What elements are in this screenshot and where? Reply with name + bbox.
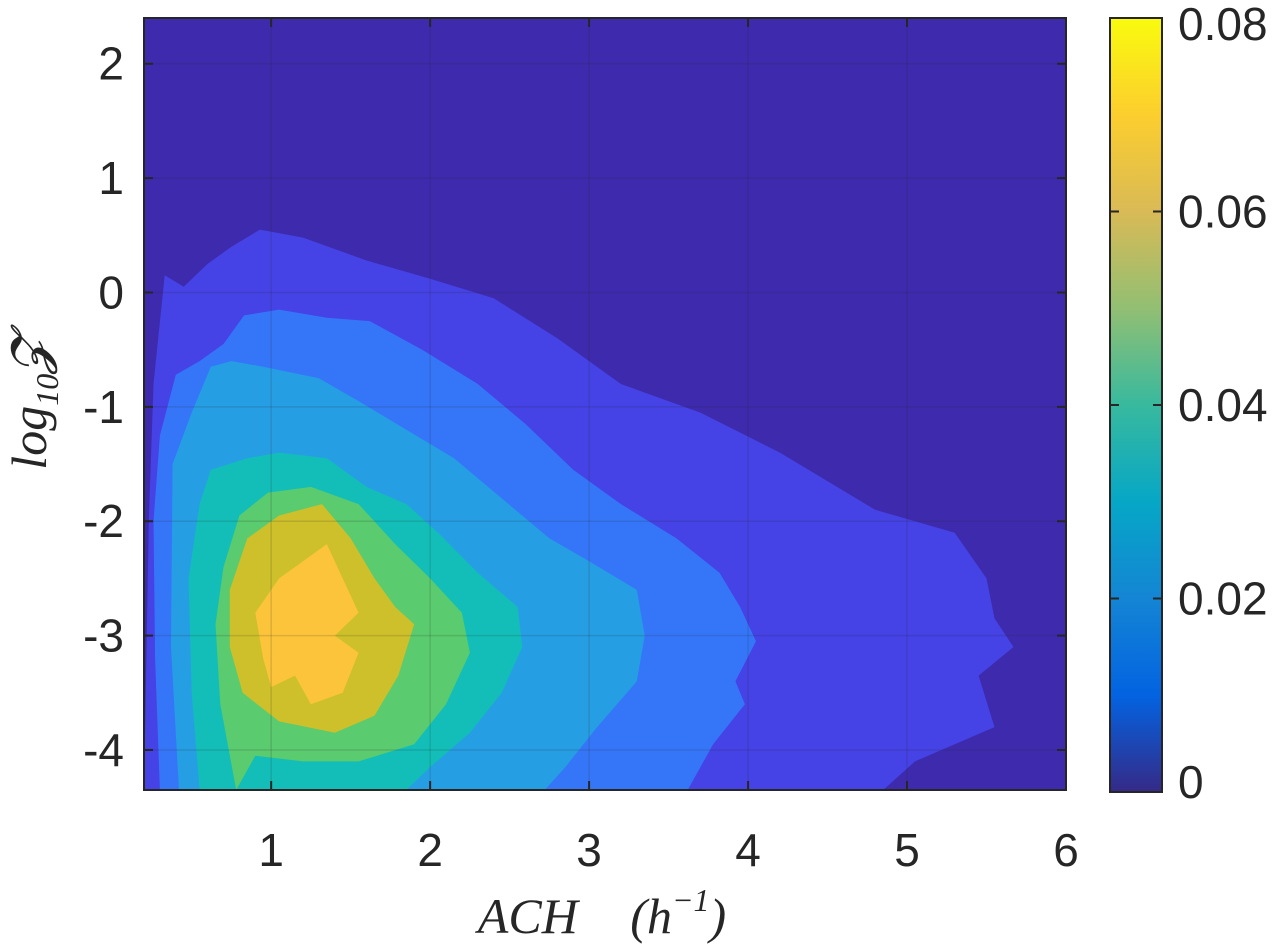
plot-frame [143,17,1067,791]
y-axis-label-main: log [1,406,57,470]
contour-level-7 [255,544,359,705]
grid-lines [144,18,1067,790]
y-axis-label: log10𝓩 [1,324,65,470]
y-tick-label: -2 [83,495,124,547]
y-axis-ticks: 2 1 0 -1 -2 -3 -4 [83,38,1066,776]
x-tick-label: 6 [1053,824,1079,876]
y-tick-label: 2 [98,38,124,90]
x-tick-label: 1 [258,824,284,876]
colorbar-tick-label: 0.02 [1178,573,1268,625]
y-axis-label-subscript: 10 [29,374,65,406]
colorbar-ticks: 0 0.02 0.04 0.06 0.08 [1110,0,1268,808]
y-tick-label: 0 [98,266,124,318]
x-axis-label-unit: (h [630,888,672,944]
colorbar-tick-label: 0.06 [1178,186,1268,238]
y-tick-label: 1 [98,152,124,204]
x-axis-label-unit-close: ) [707,888,727,944]
y-tick-label: -1 [83,381,124,433]
colorbar-tick-label: 0 [1178,756,1204,808]
x-axis-label: ACH (h−1) [475,882,726,944]
colorbar-tick-label: 0.08 [1178,0,1268,50]
x-axis-ticks: 1 2 3 4 5 6 [258,18,1079,876]
colorbar-tick-label: 0.04 [1178,379,1268,431]
x-tick-label: 4 [735,824,761,876]
x-tick-label: 2 [417,824,443,876]
y-tick-label: -3 [83,610,124,662]
contour-fills [144,229,1014,790]
y-axis-label-variable: 𝓩 [1,324,58,375]
x-tick-label: 3 [576,824,602,876]
y-tick-label: -4 [83,724,124,776]
x-axis-label-main: ACH [475,888,581,944]
x-tick-label: 5 [894,824,920,876]
x-axis-label-unit-exponent: −1 [672,882,710,918]
